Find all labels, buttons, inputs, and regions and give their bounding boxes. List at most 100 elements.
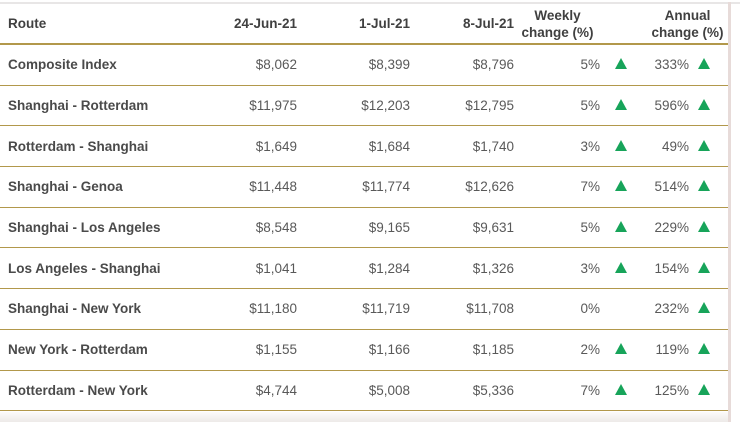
annual-change-value: 229% [654, 220, 689, 236]
rate-value: $1,166 [368, 342, 410, 358]
annual-change-value: 333% [654, 57, 689, 73]
annual-change-value: 119% [655, 342, 689, 358]
annual-change-cell: 125% [627, 370, 728, 412]
rate-cell-date1: $8,548 [215, 207, 297, 249]
route-label: Composite Index [8, 57, 117, 73]
rate-cell-date3: $5,336 [410, 370, 514, 412]
weekly-change-cell: 5% [514, 85, 627, 127]
up-arrow-icon [614, 343, 627, 355]
top-divider [0, 2, 740, 4]
rate-value: $12,626 [465, 179, 514, 195]
rate-value: $9,631 [472, 220, 514, 236]
weekly-change-value: 0% [580, 301, 600, 317]
table-row: Shanghai - Rotterdam $11,975 $12,203 $12… [0, 85, 728, 127]
rate-value: $8,796 [472, 57, 514, 73]
rate-cell-date1: $4,744 [215, 370, 297, 412]
route-cell: Shanghai - Genoa [0, 166, 215, 208]
rate-cell-date1: $11,975 [215, 85, 297, 127]
route-cell: Los Angeles - Shanghai [0, 247, 215, 290]
up-arrow-icon [614, 180, 627, 192]
rate-cell-date3: $1,326 [410, 247, 514, 290]
weekly-change-value: 3% [580, 138, 600, 154]
up-arrow-icon [697, 221, 710, 233]
annual-change-cell: 154% [627, 247, 728, 290]
rate-cell-date1: $8,062 [215, 44, 297, 86]
rate-value: $1,684 [368, 138, 410, 154]
rate-value: $1,284 [368, 260, 410, 276]
annual-change-cell: 229% [627, 207, 728, 249]
column-header-date2: 1-Jul-21 [297, 4, 410, 45]
route-cell: Rotterdam - Shanghai [0, 125, 215, 168]
annual-change-value: 154% [654, 260, 689, 276]
route-cell: Shanghai - Rotterdam [0, 85, 215, 127]
route-label: Shanghai - Rotterdam [8, 98, 149, 114]
weekly-change-value: 7% [580, 179, 600, 195]
column-header-route: Route [0, 4, 215, 45]
rate-cell-date1: $11,448 [215, 166, 297, 208]
up-arrow-icon [697, 261, 710, 273]
route-cell: Shanghai - New York [0, 288, 215, 330]
header-row: Route 24-Jun-21 1-Jul-21 8-Jul-21 Weekly… [0, 4, 728, 45]
rate-cell-date1: $1,041 [215, 247, 297, 290]
bottom-strip [0, 412, 728, 422]
column-header-date1: 24-Jun-21 [215, 4, 297, 45]
up-arrow-icon [697, 139, 710, 151]
weekly-header-line2: change (%) [521, 24, 594, 40]
up-arrow-icon [614, 58, 627, 70]
up-arrow-icon [614, 139, 627, 151]
weekly-change-cell: 3% [514, 247, 627, 290]
up-arrow-icon [697, 180, 710, 192]
weekly-change-value: 5% [580, 98, 600, 114]
annual-change-value: 125% [654, 382, 689, 398]
annual-change-cell: 596% [627, 85, 728, 127]
rate-value: $4,744 [255, 382, 297, 398]
rate-value: $5,008 [368, 382, 410, 398]
rate-value: $11,975 [249, 98, 297, 114]
weekly-change-value: 5% [580, 57, 600, 73]
rate-cell-date2: $8,399 [297, 44, 410, 86]
rate-value: $1,326 [472, 260, 514, 276]
rate-value: $1,185 [472, 342, 514, 358]
table-row: Rotterdam - Shanghai $1,649 $1,684 $1,74… [0, 125, 728, 168]
rate-value: $9,165 [368, 220, 410, 236]
weekly-change-cell: 5% [514, 44, 627, 86]
up-arrow-icon [697, 343, 710, 355]
rate-value: $1,740 [472, 138, 514, 154]
route-cell: Shanghai - Los Angeles [0, 207, 215, 249]
column-header-date3-label: 8-Jul-21 [462, 16, 514, 31]
rate-value: $1,155 [255, 342, 297, 358]
rate-value: $11,774 [362, 179, 410, 195]
route-label: New York - Rotterdam [8, 342, 148, 358]
rate-value: $1,041 [255, 260, 297, 276]
annual-change-value: 49% [661, 138, 689, 154]
annual-change-value: 514% [654, 179, 689, 195]
rate-cell-date1: $11,180 [215, 288, 297, 330]
rate-cell-date2: $11,719 [297, 288, 410, 330]
weekly-change-value: 3% [580, 260, 600, 276]
weekly-change-cell: 0% [514, 288, 627, 330]
annual-change-cell: 49% [627, 125, 728, 168]
rate-cell-date3: $12,626 [410, 166, 514, 208]
weekly-header-line1: Weekly [534, 7, 581, 23]
up-arrow-icon [697, 383, 710, 395]
route-label: Shanghai - Genoa [8, 179, 123, 195]
table-row: New York - Rotterdam $1,155 $1,166 $1,18… [0, 329, 728, 371]
annual-change-value: 232% [654, 301, 689, 317]
table-row: Composite Index $8,062 $8,399 $8,796 5% … [0, 44, 728, 86]
rate-value: $12,795 [465, 98, 514, 114]
weekly-change-cell: 7% [514, 370, 627, 412]
right-edge-divider [728, 2, 731, 422]
rate-cell-date3: $11,708 [410, 288, 514, 330]
up-arrow-icon [614, 383, 627, 395]
annual-change-cell: 232% [627, 288, 728, 330]
route-cell: Rotterdam - New York [0, 370, 215, 412]
rate-value: $8,062 [255, 57, 297, 73]
up-arrow-icon [697, 99, 710, 111]
up-arrow-icon [614, 261, 627, 273]
table-row: Shanghai - Genoa $11,448 $11,774 $12,626… [0, 166, 728, 208]
route-label: Los Angeles - Shanghai [8, 260, 161, 276]
rate-cell-date3: $12,795 [410, 85, 514, 127]
route-label: Shanghai - Los Angeles [8, 220, 161, 236]
up-arrow-icon [697, 302, 710, 314]
